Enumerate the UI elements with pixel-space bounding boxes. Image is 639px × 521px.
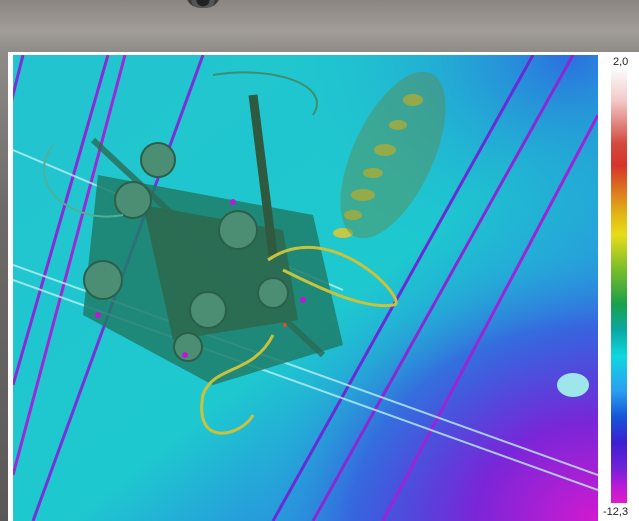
transformer-equipment [83, 94, 343, 385]
bushing [189, 291, 227, 329]
bushing [140, 142, 176, 178]
bushings [83, 142, 289, 362]
conductor-line [271, 55, 535, 521]
conductor-line [381, 114, 598, 521]
conductor-line [311, 55, 575, 521]
warm-band-shadow [340, 71, 446, 239]
conductor-line [13, 55, 127, 476]
bushing [114, 181, 152, 219]
lead-cables [200, 245, 398, 435]
bushing [83, 260, 123, 300]
warm-band [333, 94, 423, 238]
bushing [218, 210, 258, 250]
scale-max-label: 2,0 [613, 56, 629, 68]
jumper-wire [43, 144, 124, 218]
bushing [257, 277, 289, 309]
conductor-line [13, 55, 110, 386]
thermal-scene-svg [13, 55, 598, 521]
thermal-image [13, 55, 598, 521]
lead-cable [200, 334, 275, 435]
jumper-wire [212, 71, 318, 116]
scale-min-label: -12,3 [603, 506, 629, 518]
camera-lens-icon [186, 0, 220, 8]
hot-spots [95, 199, 306, 358]
temperature-scale-bar [611, 70, 627, 503]
lead-cable [267, 245, 398, 308]
bushing [173, 332, 203, 362]
conductor-line [13, 55, 25, 102]
cold-object [557, 373, 589, 397]
insulator-stack [248, 94, 278, 256]
